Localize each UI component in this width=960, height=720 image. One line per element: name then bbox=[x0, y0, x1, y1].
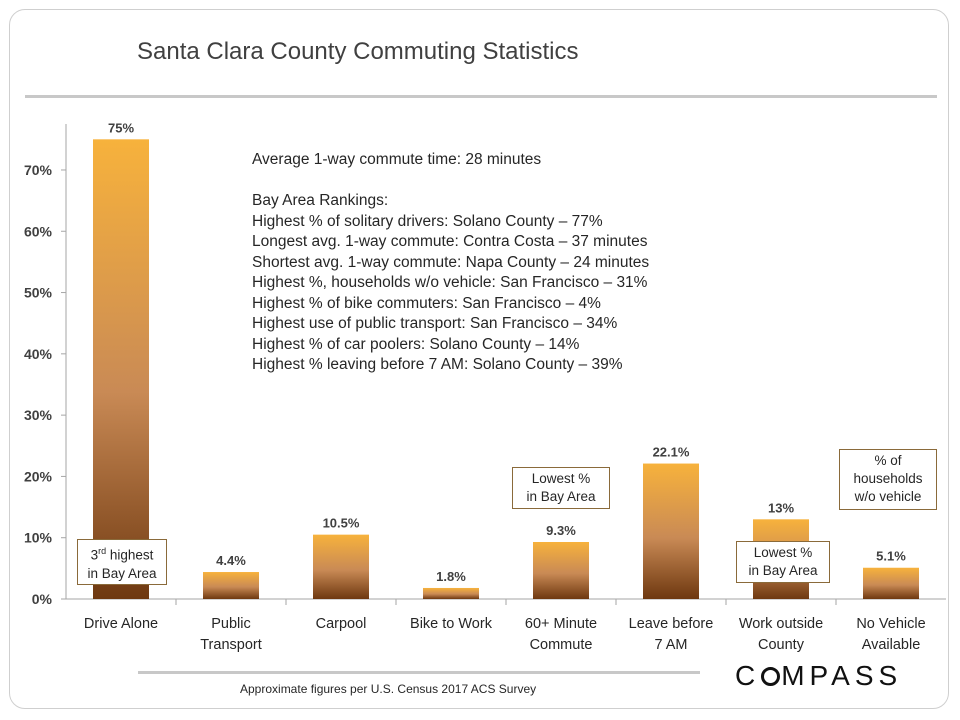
category-label: 60+ Minute bbox=[525, 616, 597, 632]
y-tick-label: 30% bbox=[24, 407, 53, 423]
logo-ring-icon bbox=[761, 667, 781, 686]
category-label: Bike to Work bbox=[410, 616, 493, 632]
category-label: Carpool bbox=[316, 616, 367, 632]
average-commute-text: Average 1-way commute time: 28 minutes bbox=[252, 151, 542, 168]
y-tick-label: 40% bbox=[24, 346, 53, 362]
title-divider bbox=[25, 95, 937, 98]
ranking-item: Highest % of car poolers: Solano County … bbox=[252, 335, 580, 353]
y-tick-label: 10% bbox=[24, 530, 53, 546]
data-label: 1.8% bbox=[436, 569, 466, 584]
page-title: Santa Clara County Commuting Statistics bbox=[137, 38, 579, 65]
rankings-title: Bay Area Rankings: bbox=[252, 192, 389, 209]
category-label: Drive Alone bbox=[84, 616, 158, 632]
ranking-item: Shortest avg. 1-way commute: Napa County… bbox=[252, 253, 650, 271]
category-label: Leave before bbox=[629, 616, 714, 632]
data-label: 4.4% bbox=[216, 553, 246, 568]
source-divider bbox=[138, 671, 700, 674]
data-label: 13% bbox=[768, 500, 794, 515]
bar bbox=[423, 587, 479, 599]
bar bbox=[203, 572, 259, 599]
no-vehicle-callout: % of households w/o vehicle bbox=[839, 449, 937, 510]
ranking-item: Highest %, households w/o vehicle: San F… bbox=[252, 274, 648, 291]
source-note: Approximate figures per U.S. Census 2017… bbox=[240, 682, 537, 696]
category-label: Public bbox=[211, 616, 251, 632]
drive-alone-callout: 3rd highest in Bay Area bbox=[77, 539, 167, 585]
bar bbox=[93, 139, 149, 600]
y-tick-label: 70% bbox=[24, 162, 53, 178]
data-label: 75% bbox=[108, 120, 134, 135]
category-label: Commute bbox=[530, 637, 593, 653]
ranking-item: Highest % of bike commuters: San Francis… bbox=[252, 294, 601, 312]
bar bbox=[533, 542, 589, 599]
ranking-item: Longest avg. 1-way commute: Contra Costa… bbox=[252, 233, 648, 250]
data-label: 5.1% bbox=[876, 549, 906, 564]
category-label: Work outside bbox=[739, 616, 823, 632]
category-label: Available bbox=[862, 637, 921, 653]
ranking-item: Highest % leaving before 7 AM: Solano Co… bbox=[252, 356, 623, 373]
category-label: Transport bbox=[200, 637, 262, 653]
data-label: 22.1% bbox=[653, 445, 690, 460]
compass-logo: C MPASS bbox=[735, 660, 903, 691]
bar bbox=[863, 567, 919, 599]
commute-notes: Average 1-way commute time: 28 minutes B… bbox=[252, 150, 649, 376]
commute-60-callout: Lowest % in Bay Area bbox=[512, 467, 610, 509]
work-outside-callout: Lowest % in Bay Area bbox=[736, 541, 830, 583]
y-tick-label: 50% bbox=[24, 285, 53, 301]
y-tick-label: 60% bbox=[24, 223, 53, 239]
data-label: 9.3% bbox=[546, 523, 576, 538]
bar bbox=[643, 463, 699, 599]
ranking-item: Highest % of solitary drivers: Solano Co… bbox=[252, 212, 603, 230]
y-tick-label: 0% bbox=[32, 591, 53, 607]
data-label: 10.5% bbox=[323, 516, 360, 531]
category-label: County bbox=[758, 637, 805, 653]
ranking-item: Highest use of public transport: San Fra… bbox=[252, 315, 618, 332]
bar bbox=[313, 534, 369, 599]
y-tick-label: 20% bbox=[24, 468, 53, 484]
category-label: No Vehicle bbox=[856, 616, 925, 632]
category-label: 7 AM bbox=[654, 637, 687, 653]
